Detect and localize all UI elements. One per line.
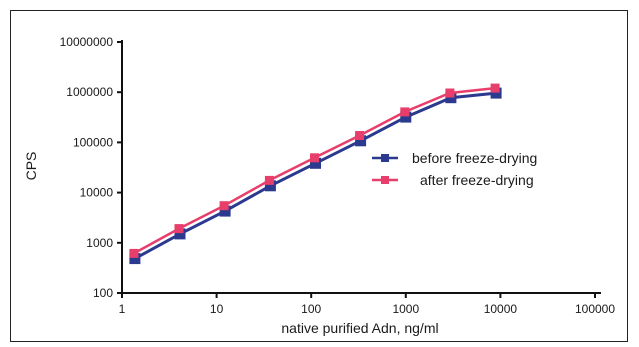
data-point — [490, 83, 500, 93]
data-point — [219, 205, 231, 217]
y-tick-label: 100 — [93, 286, 113, 300]
data-point — [264, 180, 276, 192]
data-point — [129, 248, 139, 258]
data-point — [355, 135, 367, 147]
y-tick-label: 10000000 — [60, 35, 114, 49]
x-axis-title: native purified Adn, ng/ml — [281, 320, 438, 336]
legend: before freeze-drying after freeze-drying — [372, 150, 537, 188]
legend-label: before freeze-drying — [412, 150, 537, 166]
x-tick-label: 100000 — [575, 302, 615, 316]
data-point — [355, 131, 365, 140]
y-axis-title: CPS — [23, 152, 39, 181]
x-tick-label: 1 — [119, 302, 126, 316]
series-layer — [129, 83, 502, 265]
x-tick-label: 100 — [301, 302, 321, 316]
legend-marker — [381, 154, 389, 162]
data-point — [310, 157, 321, 169]
legend-label: after freeze-drying — [420, 172, 534, 188]
axes: 100 1000 10000 100000 1000000 10000000 1 10 100 1… — [60, 35, 616, 316]
y-tick-label: 100000 — [73, 135, 113, 149]
data-point — [219, 201, 229, 211]
data-point — [310, 153, 319, 163]
chart-frame — [10, 10, 628, 342]
data-point — [400, 107, 410, 117]
x-tick-label: 10000 — [484, 302, 518, 316]
data-point — [400, 111, 412, 123]
legend-marker — [381, 176, 389, 184]
data-point — [445, 92, 457, 104]
x-tick-label: 10 — [210, 302, 224, 316]
data-point — [129, 253, 141, 265]
data-point — [174, 228, 186, 240]
y-tick-label: 10000 — [80, 186, 114, 200]
data-point — [264, 175, 274, 185]
y-tick-label: 1000000 — [66, 85, 113, 99]
y-tick-label: 1000 — [86, 236, 113, 250]
data-point — [174, 224, 184, 234]
x-tick-label: 1000 — [392, 302, 419, 316]
data-point — [490, 87, 502, 99]
data-point — [445, 88, 455, 98]
